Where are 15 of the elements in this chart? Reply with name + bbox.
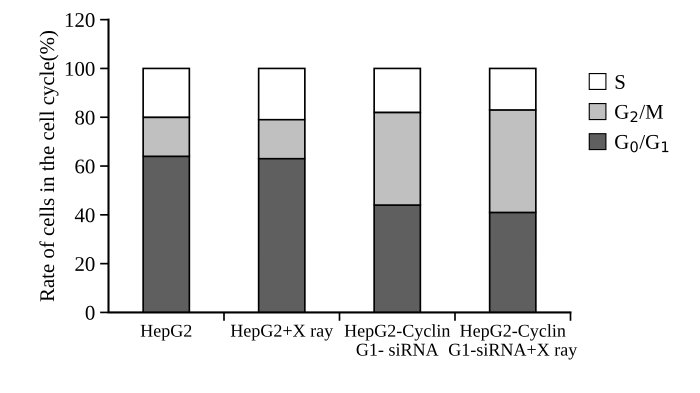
x-tick-label: HepG2-Cyclin G1-siRNA+X ray xyxy=(448,324,578,360)
y-tick-label: 20 xyxy=(75,257,95,272)
legend-label: G$_{2}$/M xyxy=(615,104,664,122)
y-tick-label: 40 xyxy=(74,208,95,222)
y-tick-label: 120 xyxy=(66,13,95,28)
legend-label: S xyxy=(616,74,625,89)
x-tick-label: HepG2+X ray xyxy=(230,324,334,341)
y-tick-label: 60 xyxy=(75,159,95,174)
x-tick-label: HepG2-Cyclin G1- siRNA xyxy=(344,324,450,356)
y-axis-title: Rate of cells in the cell cycle(%) xyxy=(39,31,58,302)
y-tick-label: 100 xyxy=(66,62,95,76)
x-tick-label: HepG2 xyxy=(140,324,192,341)
y-tick-label: 0 xyxy=(86,306,95,320)
y-tick-label: 80 xyxy=(75,110,95,125)
legend-label: G$_{0}$/G$_{1}$ xyxy=(615,134,668,152)
